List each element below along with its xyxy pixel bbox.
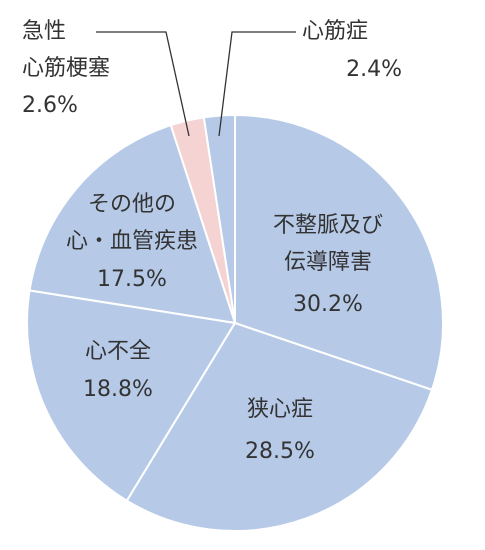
value-label: 2.4% [346,57,402,82]
slice-label: 不整脈及び [273,213,383,238]
slice-label: 心・血管疾患 [66,229,198,254]
slice-label: 心筋梗塞 [22,56,110,81]
slice-label: 狭心症 [247,397,313,422]
value-label: 2.6% [22,93,78,118]
value-label: 30.2% [293,292,363,317]
slice-label: 伝導障害 [284,250,372,275]
slice-label: 心不全 [85,339,151,364]
value-label: 18.8% [83,377,153,402]
pie-slice [125,321,434,532]
slice-label: 急性 [22,19,66,44]
value-label: 17.5% [97,267,167,292]
value-label: 28.5% [245,439,315,464]
slice-label: その他の [88,192,176,217]
slice-label: 心筋症 [302,19,368,44]
leader-line [218,31,296,137]
leader-line [96,31,190,137]
pie-slice [28,123,237,325]
pie-slice [26,289,237,503]
pie-slice [234,113,444,392]
